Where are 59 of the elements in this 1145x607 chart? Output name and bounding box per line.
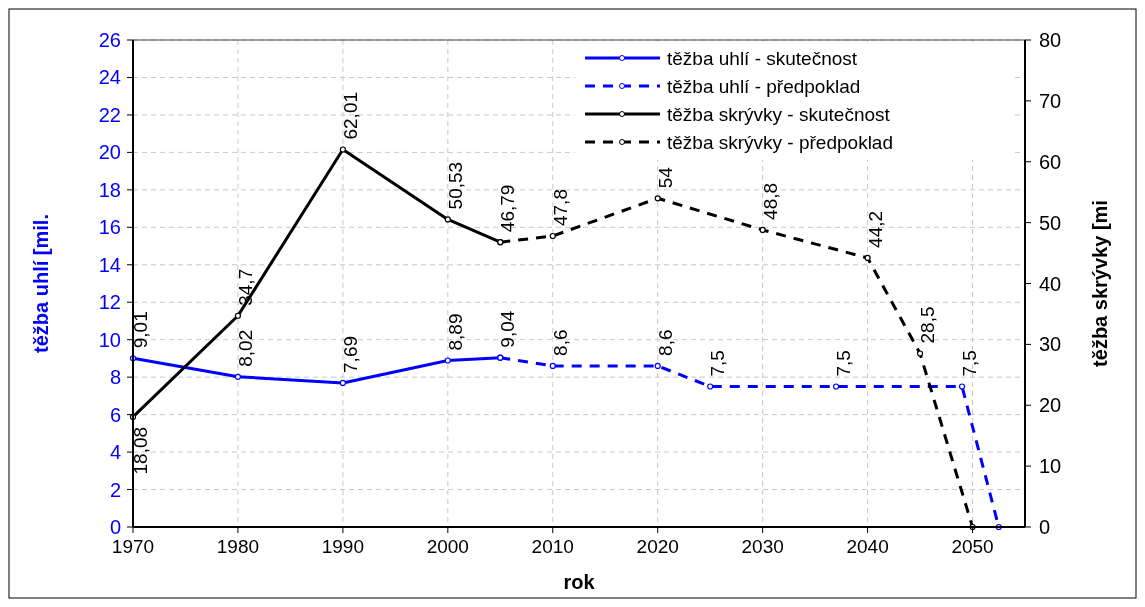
y2-tick-label: 0 bbox=[1039, 516, 1051, 538]
x-tick-label: 2010 bbox=[531, 536, 574, 557]
y-tick-label: 8 bbox=[109, 366, 121, 389]
y-tick-label: 16 bbox=[98, 216, 121, 239]
y-tick-label: 6 bbox=[109, 403, 121, 426]
data-label: 48,8 bbox=[759, 182, 781, 220]
legend-label: těžba skrývky - skutečnost bbox=[667, 104, 891, 125]
x-axis-title: rok bbox=[563, 571, 596, 593]
y-axis-title: těžba uhlí [mil. bbox=[30, 214, 52, 353]
data-label: 44,2 bbox=[864, 210, 886, 248]
legend-label: těžba skrývky - předpoklad bbox=[667, 132, 893, 153]
y-tick-label: 10 bbox=[98, 328, 121, 351]
x-tick-label: 2000 bbox=[426, 536, 469, 557]
data-label: 7,5 bbox=[959, 350, 981, 377]
y2-tick-label: 30 bbox=[1039, 333, 1062, 356]
y-tick-label: 22 bbox=[98, 103, 121, 126]
data-label: 8,02 bbox=[234, 329, 256, 367]
y-tick-label: 24 bbox=[98, 66, 121, 89]
y-tick-label: 26 bbox=[98, 29, 121, 51]
data-label: 8,6 bbox=[549, 329, 571, 356]
y-tick-label: 4 bbox=[109, 441, 121, 464]
y2-tick-label: 20 bbox=[1039, 394, 1062, 417]
y-tick-label: 20 bbox=[98, 141, 121, 164]
data-label: 18,08 bbox=[130, 426, 151, 475]
data-label: 8,6 bbox=[654, 329, 676, 356]
x-tick-label: 1970 bbox=[111, 536, 155, 557]
x-tick-label: 2030 bbox=[741, 536, 784, 557]
data-label: 54 bbox=[654, 166, 676, 189]
data-label: 7,5 bbox=[833, 350, 855, 377]
data-label: 9,01 bbox=[130, 311, 151, 349]
data-label: 28,5 bbox=[917, 306, 939, 344]
y-tick-label: 0 bbox=[109, 516, 121, 538]
x-tick-label: 2040 bbox=[846, 536, 889, 557]
data-label: 34,7 bbox=[234, 268, 256, 306]
x-tick-label: 1980 bbox=[216, 536, 260, 557]
y2-tick-label: 80 bbox=[1039, 29, 1062, 51]
y2-tick-label: 40 bbox=[1039, 272, 1062, 295]
legend-label: těžba uhlí - skutečnost bbox=[667, 48, 858, 69]
data-label: 7,5 bbox=[707, 350, 729, 377]
data-label: 8,89 bbox=[444, 313, 466, 351]
y2-tick-label: 70 bbox=[1039, 89, 1062, 112]
legend-label: těžba uhlí - předpoklad bbox=[667, 76, 861, 97]
data-label: 50,53 bbox=[444, 161, 466, 210]
y2-axis-title: těžba skrývky [mi bbox=[1089, 200, 1111, 367]
y2-tick-label: 60 bbox=[1039, 150, 1062, 173]
y-tick-label: 2 bbox=[109, 478, 121, 501]
y2-tick-label: 50 bbox=[1039, 211, 1062, 234]
x-tick-label: 2050 bbox=[951, 536, 994, 557]
data-label: 46,79 bbox=[497, 184, 519, 233]
data-label: 7,69 bbox=[339, 335, 361, 373]
x-tick-label: 2020 bbox=[636, 536, 679, 557]
y2-tick-label: 10 bbox=[1039, 455, 1062, 478]
data-label: 62,01 bbox=[339, 91, 361, 140]
y-tick-label: 12 bbox=[98, 291, 121, 314]
data-label: 47,8 bbox=[549, 189, 571, 227]
data-label: 9,04 bbox=[497, 310, 519, 348]
y-tick-label: 18 bbox=[98, 178, 121, 201]
x-tick-label: 1990 bbox=[321, 536, 365, 557]
y-tick-label: 14 bbox=[98, 253, 121, 276]
